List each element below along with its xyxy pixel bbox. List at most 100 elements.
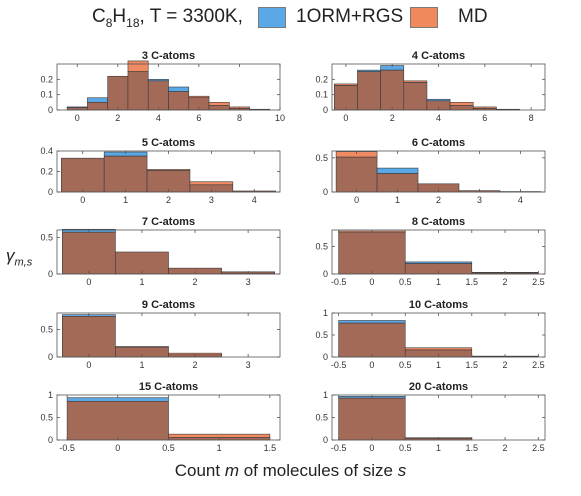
panel-5-bar-overlap-1 [115, 251, 169, 275]
panel-7-ytick-label: 0 [48, 352, 53, 362]
panel-9-ytick-label: 0 [48, 435, 53, 445]
panel-9-xtick-label: -0.5 [59, 443, 75, 453]
panel-4-ytick-label: 0.5 [315, 153, 328, 163]
panel-6-xtick-label: 0.5 [399, 277, 412, 287]
panel-2-bar-excess-5 [449, 102, 474, 106]
legend: C8H18, T = 3300K, 1ORM+RGS MD [0, 0, 581, 40]
panel-2-ytick-label: 0.2 [315, 74, 328, 84]
panel-10-xtick-label: 2 [503, 443, 508, 453]
panel-3-bar-excess-3 [189, 181, 234, 186]
panel-8-xtick-label: 0 [369, 360, 374, 370]
panel-6-xtick-label: 2.5 [532, 277, 545, 287]
panel-5-ytick-label: 0 [48, 269, 53, 279]
panel-1-bar-excess-5 [168, 86, 190, 92]
panel-5-xtick-label: 2 [193, 277, 198, 287]
panel-9-ytick-label: 1 [48, 390, 53, 400]
panel-3-ytick-label: 0 [48, 187, 53, 197]
panel-4-bar-overlap-0 [335, 156, 378, 193]
panel-1-ytick-label: 0.2 [40, 74, 53, 84]
panel-10-xtick-label: 0 [369, 443, 374, 453]
panel-1-bar-overlap-7 [208, 105, 230, 111]
panel-9-bar-excess-1 [168, 433, 271, 438]
panel-8-xtick-label: 0.5 [399, 360, 412, 370]
panel-4-ytick-label: 0 [323, 187, 328, 197]
panel-1-bar-excess-1 [87, 97, 108, 103]
panel-3-title: 5 C-atoms [142, 137, 195, 149]
panel-1-title: 3 C-atoms [142, 50, 195, 62]
panel-9-bar-overlap-0 [66, 400, 169, 441]
panel-2-xtick-label: 0 [343, 113, 348, 123]
panel-8-xtick-label: 2.5 [532, 360, 545, 370]
panel-10-bar-overlap-0 [338, 397, 406, 441]
panel-2-bar-overlap-3 [403, 82, 428, 111]
panel-1-ytick-label: 0.1 [40, 90, 53, 100]
panel-10-xtick-label: 2.5 [532, 443, 545, 453]
panel-9-bar-excess-0 [66, 397, 169, 402]
panel-8-bar-overlap-0 [338, 322, 406, 358]
panel-4-bar-excess-1 [376, 167, 419, 174]
panel-3-xtick-label: 4 [252, 195, 257, 205]
panel-9-xtick-label: 0.5 [162, 443, 175, 453]
panel-3-xtick-label: 1 [123, 195, 128, 205]
panel-1-xtick-label: 6 [196, 113, 201, 123]
panel-4-xtick-label: 1 [395, 195, 400, 205]
panel-1-xtick-label: 2 [115, 113, 120, 123]
panel-9-title: 15 C-atoms [139, 381, 198, 393]
panel-8-xtick-label: 2 [503, 360, 508, 370]
panel-7-xtick-label: 0 [86, 360, 91, 370]
panel-2-bar-overlap-5 [449, 105, 474, 111]
panel-6-xtick-label: 2 [503, 277, 508, 287]
panel-8-xtick-label: 1 [436, 360, 441, 370]
panel-8-bar-excess-1 [404, 347, 473, 351]
legend-label-rgs: 1ORM+RGS [296, 6, 404, 27]
panel-2-xtick-label: 6 [482, 113, 487, 123]
panel-5-ytick-label: 0.5 [40, 232, 53, 242]
panel-1-axes [56, 63, 281, 111]
panel-6-xtick-label: 0 [369, 277, 374, 287]
panel-10-ytick-label: 1 [323, 390, 328, 400]
panel-2-xtick-label: 8 [529, 113, 534, 123]
panel-9-xtick-label: 1.5 [264, 443, 277, 453]
panel-3-xtick-label: 3 [209, 195, 214, 205]
panel-10-ytick-label: 0.5 [315, 413, 328, 423]
panel-2-xtick-label: 2 [390, 113, 395, 123]
panel-2-bar-overlap-0 [334, 85, 358, 111]
panel-1-ytick-label: 0 [48, 105, 53, 115]
panel-3-bar-overlap-0 [60, 157, 105, 193]
panel-1-xtick-label: 4 [156, 113, 161, 123]
panel-7-axes [56, 312, 281, 358]
panel-7-title: 9 C-atoms [142, 299, 195, 311]
panel-8-title: 10 C-atoms [409, 299, 468, 311]
panel-2-title: 4 C-atoms [412, 50, 465, 62]
panel-4-title: 6 C-atoms [412, 137, 465, 149]
panel-9-xtick-label: 1 [217, 443, 222, 453]
panel-10-title: 20 C-atoms [409, 381, 468, 393]
legend-label-md: MD [458, 6, 488, 27]
panel-1-bar-excess-3 [127, 60, 149, 72]
panel-2-bar-overlap-1 [357, 71, 381, 111]
panel-1-xtick-label: 0 [75, 113, 80, 123]
panel-10-xtick-label: 0.5 [399, 443, 412, 453]
panel-1-xtick-label: 8 [237, 113, 242, 123]
panel-10-xtick-label: 1 [436, 443, 441, 453]
panel-10-xtick-label: 1.5 [466, 443, 479, 453]
panel-8-bar-excess-0 [338, 320, 406, 324]
panel-3-ytick-label: 0.2 [40, 167, 53, 177]
panel-7-ytick-label: 0.5 [40, 325, 53, 335]
panel-6-ytick-label: 0.5 [315, 242, 328, 252]
panel-10-xtick-label: -0.5 [331, 443, 347, 453]
panel-7-xtick-label: 1 [139, 360, 144, 370]
panel-6-title: 8 C-atoms [412, 216, 465, 228]
panel-1-bar-excess-7 [208, 102, 230, 106]
panel-8-ytick-label: 0.5 [315, 330, 328, 340]
panel-2-bar-overlap-2 [380, 69, 405, 111]
y-axis-label: γm,s [6, 246, 33, 269]
panel-8-ytick-label: 1 [323, 308, 328, 318]
panel-5-xtick-label: 1 [139, 277, 144, 287]
legend-swatch-rgs [258, 7, 286, 28]
panel-8-xtick-label: -0.5 [331, 360, 347, 370]
panel-1-xtick-label: 10 [275, 113, 285, 123]
panel-5-bar-overlap-0 [62, 231, 116, 275]
panel-3-xtick-label: 2 [166, 195, 171, 205]
